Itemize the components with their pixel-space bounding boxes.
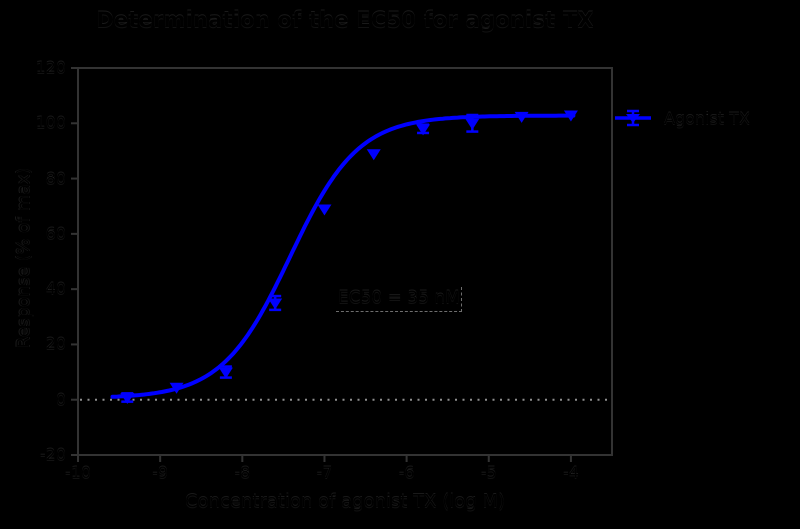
data-point-marker bbox=[169, 382, 184, 394]
data-point-marker bbox=[268, 298, 283, 310]
x-tick-label: -5 bbox=[480, 463, 497, 482]
plot-frame bbox=[77, 67, 613, 456]
dose-response-curve bbox=[110, 113, 576, 399]
y-tick-label: 120 bbox=[35, 58, 66, 77]
data-point-marker bbox=[465, 118, 480, 130]
y-tick-label: 100 bbox=[35, 113, 66, 133]
x-tick-label: -6 bbox=[398, 463, 415, 482]
legend-marker-icon bbox=[615, 109, 651, 127]
legend-item-label: Agonist TX bbox=[664, 108, 750, 128]
x-axis-label: Concentration of agonist TX (log M) bbox=[185, 491, 505, 512]
ec50-annotation: EC50 = 35 nM bbox=[336, 287, 462, 312]
y-tick-label: 40 bbox=[45, 279, 66, 299]
data-point-marker bbox=[218, 367, 233, 379]
x-tick-label: -8 bbox=[234, 463, 251, 482]
data-point-marker bbox=[317, 204, 332, 216]
x-tick-label: -4 bbox=[562, 463, 579, 482]
x-tick-label: -10 bbox=[64, 463, 92, 482]
y-tick-label: -20 bbox=[39, 445, 66, 464]
data-point-marker bbox=[563, 110, 578, 122]
data-point-marker bbox=[366, 149, 381, 161]
y-tick-label: 60 bbox=[45, 223, 66, 243]
x-tick-label: -7 bbox=[316, 463, 333, 482]
y-tick-label: 20 bbox=[45, 334, 66, 354]
chart-title: Determination of the EC50 for agonist TX bbox=[96, 8, 594, 32]
y-tick-label: 80 bbox=[45, 168, 66, 188]
data-point-marker bbox=[514, 111, 529, 123]
data-point-marker bbox=[120, 393, 135, 405]
data-point-marker bbox=[416, 124, 431, 136]
y-tick-label: 0 bbox=[55, 389, 66, 409]
x-tick-label: -9 bbox=[152, 463, 169, 482]
legend: Agonist TX bbox=[614, 105, 750, 131]
